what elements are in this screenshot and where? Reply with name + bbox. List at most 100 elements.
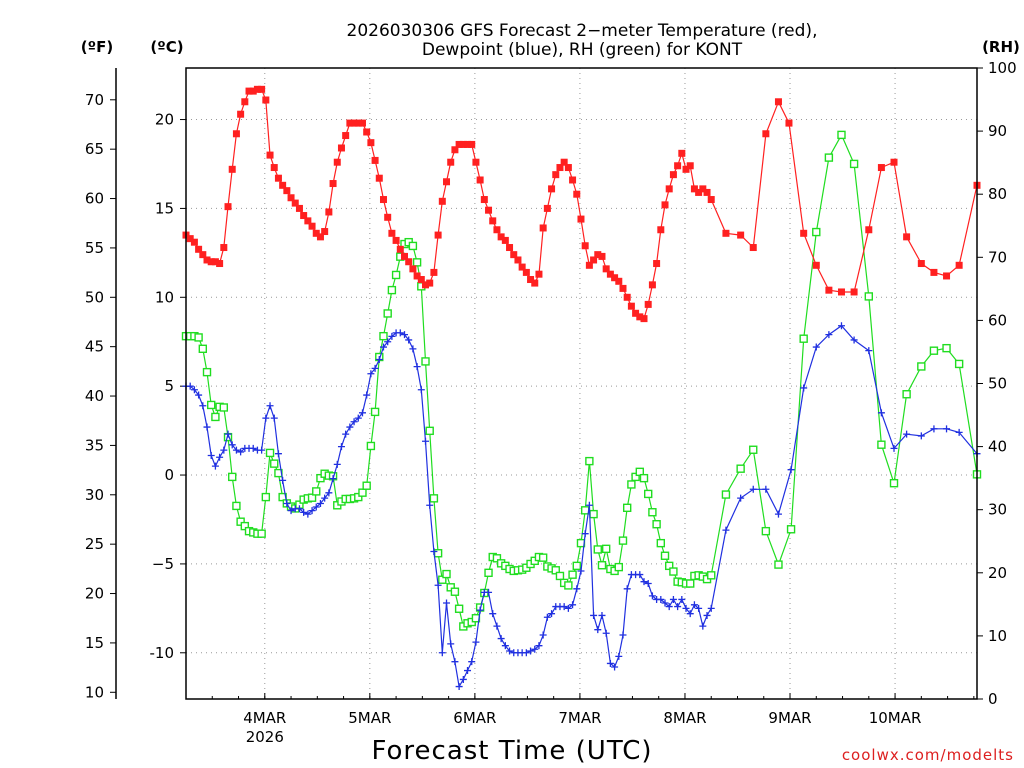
dewpoint-point [270,414,278,422]
temperature-point [279,181,287,189]
temperature-point [703,188,711,196]
plot-border [185,67,978,700]
temperature-point [690,185,698,193]
temperature-point [384,213,392,221]
fahrenheit-tick-label: 10 [85,683,104,701]
temperature-point [350,119,358,127]
temperature-point [266,151,274,159]
temperature-point [237,110,245,118]
rh-point [786,525,796,534]
dewpoint-point [850,336,858,344]
temperature-point [522,268,530,276]
rh-point [555,571,565,581]
dewpoint-line [186,324,978,689]
rh-point [564,581,573,590]
temperature-point [455,140,463,148]
dewpoint-point [400,331,408,339]
temperature-point [531,279,539,287]
dewpoint-point [535,642,543,650]
rh-point [454,604,464,613]
temperature-point [585,261,593,269]
temperature-point [606,270,614,278]
temperature-point [527,276,535,284]
temperature-point [674,162,682,170]
rh-point [270,459,279,468]
dewpoint-point [531,645,539,653]
dewpoint-point [287,507,295,515]
dewpoint-point [211,462,219,470]
temperature-point [459,140,467,148]
fahrenheit-tick-label: 60 [85,190,104,208]
rh-point [749,445,758,454]
rh-point [889,478,899,488]
rh-tick-label: 10 [988,627,1007,645]
dewpoint-point [812,343,820,351]
temperature-point [636,313,644,321]
dewpoint-point [501,642,509,650]
celsius-tick-label: 10 [155,288,174,306]
temperature-point [644,300,652,308]
date-tick-label: 5MAR [348,709,391,727]
dewpoint-point [623,585,631,593]
dewpoint-point [611,663,619,671]
rh-point [589,509,598,519]
rh-point [194,333,203,342]
temperature-point [539,224,547,232]
rh-point [736,464,745,473]
rh-point [316,473,325,483]
date-tick-label: 10MAR [869,709,922,727]
temperature-point [300,212,308,220]
rh-point [774,560,783,569]
dewpoint-point [354,414,362,422]
temperature-point [270,164,278,172]
temperature-point [722,229,730,237]
dewpoint-point [497,635,505,643]
temperature-point [707,196,715,204]
rh-tick-label: 0 [988,690,998,708]
dewpoint-point [358,409,366,417]
temperature-point [417,276,425,284]
rh-tick-label: 50 [988,375,1007,393]
rh-point [232,501,241,511]
temperature-point [627,302,635,310]
temperature-point [762,130,770,138]
dewpoint-point [375,356,383,364]
dewpoint-point [890,444,898,452]
rh-point [721,490,731,499]
dewpoint-point [190,386,198,394]
temperature-point [228,165,236,173]
dewpoint-point [707,604,715,612]
dewpoint-point [346,423,354,431]
fahrenheit-unit-label: (ºF) [81,38,113,56]
dewpoint-point [417,386,425,394]
fahrenheit-tick-label: 70 [85,91,104,109]
rh-point [660,551,670,560]
temperature-point [489,217,497,225]
dewpoint-point [396,329,404,337]
dewpoint-point [955,428,963,436]
dewpoint-point [674,603,682,611]
rh-point [954,359,964,369]
fahrenheit-tick-label: 15 [85,634,104,652]
dewpoint-point [737,494,745,502]
temperature-point [216,260,224,268]
rh-point [917,362,926,371]
date-tick-label: 9MAR [768,709,811,727]
rh-tick-label: 80 [988,185,1007,203]
temperature-series [182,85,981,323]
rh-point [425,426,434,436]
rh-tick-label: 60 [988,311,1007,329]
rh-point [572,561,581,571]
dewpoint-point [877,409,885,417]
dewpoint-point [430,547,438,555]
rh-point [358,488,367,497]
dewpoint-point [300,508,308,516]
dewpoint-point [388,332,396,340]
temperature-point [262,96,270,104]
temperature-point [186,235,194,243]
dewpoint-point [186,382,194,390]
dewpoint-point [762,485,770,493]
temperature-point [371,156,379,164]
fahrenheit-tick-label: 45 [85,338,104,356]
dewpoint-point [203,423,211,431]
